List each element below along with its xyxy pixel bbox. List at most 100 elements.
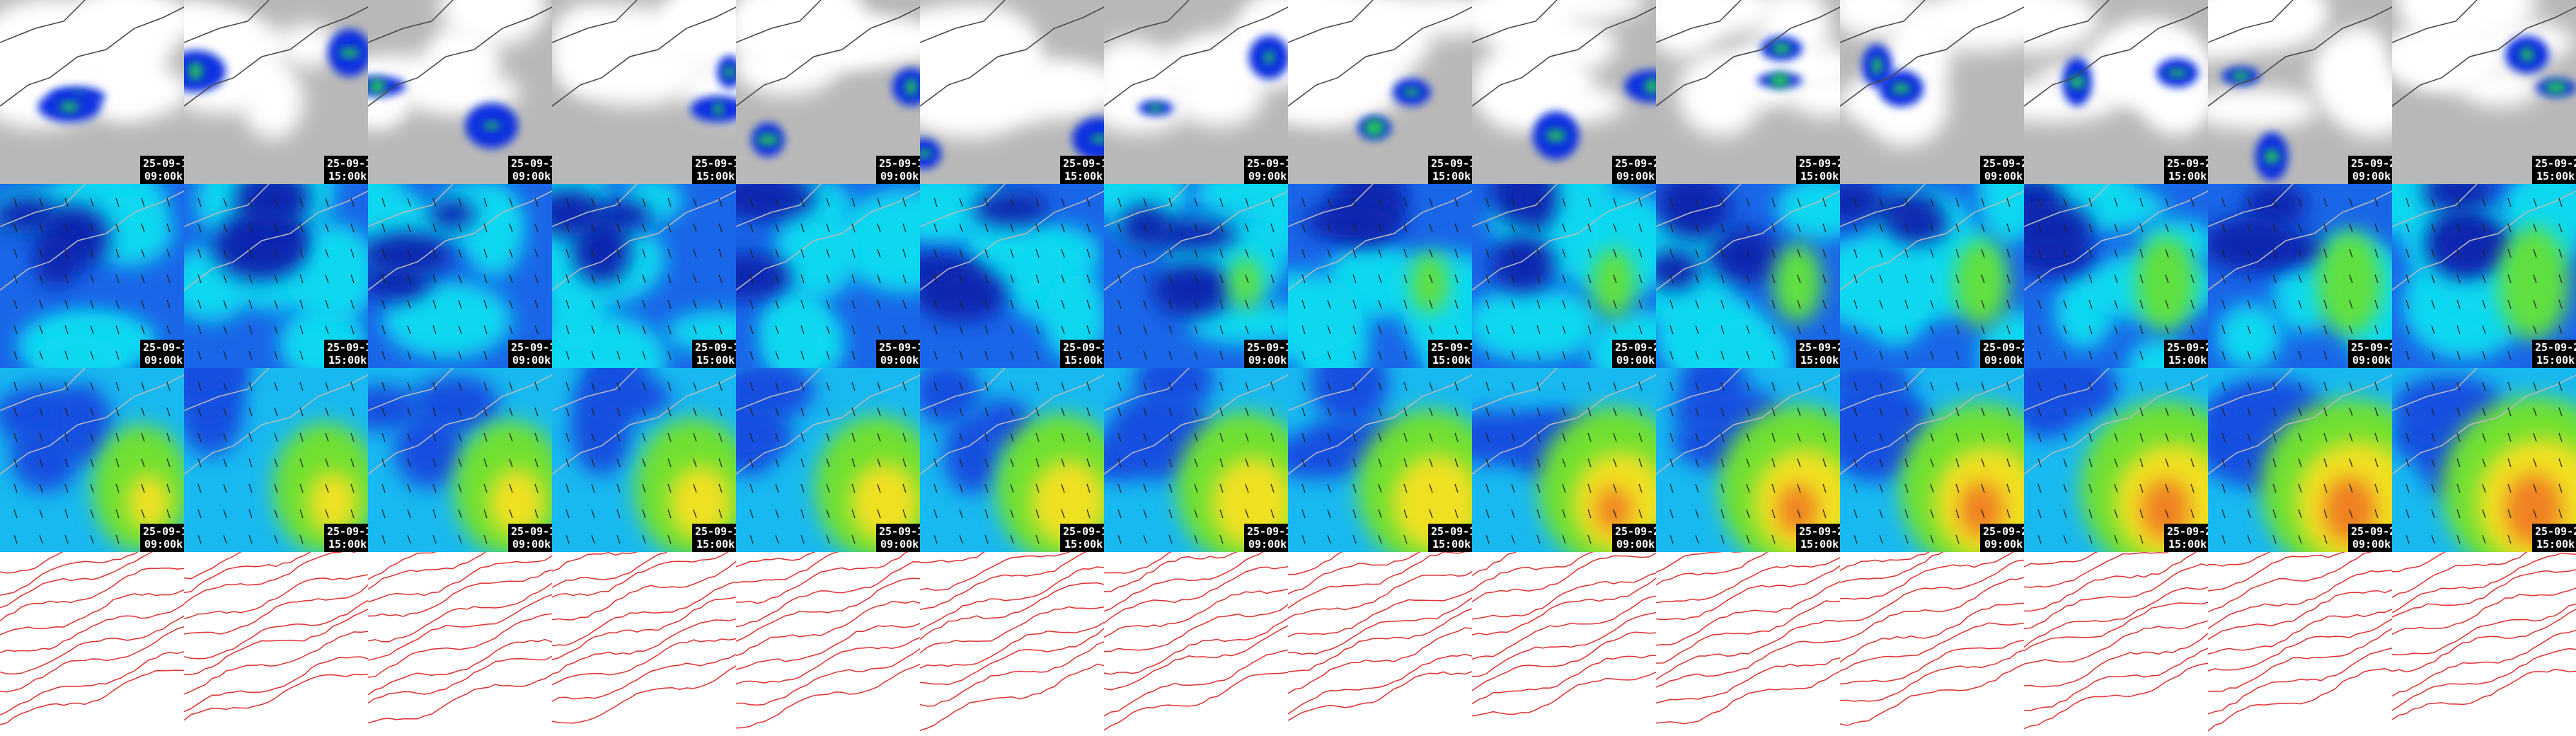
wind-barb xyxy=(959,299,963,309)
wind-barb xyxy=(693,483,697,493)
wind-barb xyxy=(1853,534,1858,544)
cloud-clear xyxy=(812,18,892,67)
cloud-clear xyxy=(2332,71,2392,137)
wind-barb xyxy=(1511,248,1515,258)
wind-barb xyxy=(483,223,488,233)
wind-barb xyxy=(1245,432,1249,442)
wind-barb xyxy=(1771,350,1776,360)
wind-barb xyxy=(248,509,253,519)
wind-barb xyxy=(1746,274,1750,284)
wind-barb xyxy=(1010,325,1014,335)
map-tile: 25-09-209:00k xyxy=(2208,0,2392,184)
wind-barb xyxy=(565,534,570,544)
wind-barb xyxy=(749,458,754,468)
wind-barb xyxy=(1117,534,1122,544)
label-box xyxy=(876,156,920,184)
wind-barb xyxy=(458,248,462,258)
rain xyxy=(1072,117,1104,161)
cloud-clear xyxy=(1840,0,1921,38)
wind-barb xyxy=(2190,432,2195,442)
wind-barb xyxy=(1117,299,1122,309)
isobar xyxy=(368,552,487,590)
wind-barb xyxy=(642,274,646,284)
wind-barb xyxy=(616,197,621,207)
wind-barb xyxy=(432,381,437,391)
wind-barb xyxy=(274,509,278,519)
date-label: 25-09-1 xyxy=(143,341,188,354)
cloud-clear xyxy=(184,1,229,59)
wind-barb xyxy=(381,509,386,519)
rain-core xyxy=(1264,51,1275,64)
wind-barb xyxy=(534,223,539,233)
wind-barb xyxy=(350,248,355,258)
wind-barb xyxy=(274,299,278,309)
wind-barb xyxy=(2482,432,2486,442)
wind-barb xyxy=(2037,274,2042,284)
wind-barb xyxy=(1061,458,1065,468)
wind-barb xyxy=(350,325,355,335)
wind-barb xyxy=(381,274,386,284)
wind-barb xyxy=(1035,534,1040,544)
wind-barb xyxy=(1587,483,1592,493)
wind-barb xyxy=(1168,407,1173,417)
wind-barb xyxy=(13,350,18,360)
wind-barb xyxy=(1010,381,1014,391)
wind-barb xyxy=(1562,483,1566,493)
wind-barb xyxy=(90,407,94,417)
wind-barb xyxy=(1746,483,1750,493)
wind-barb xyxy=(1194,299,1198,309)
wind-barb xyxy=(2247,509,2251,519)
wind-barb xyxy=(2088,509,2093,519)
wind-barb xyxy=(1194,223,1198,233)
wind-barb xyxy=(1352,458,1357,468)
isobar xyxy=(1472,631,1656,691)
map-tile: 25-09-115:00k xyxy=(552,0,736,184)
wind-barb xyxy=(1117,432,1122,442)
wind-barb xyxy=(2405,223,2410,233)
wind-barb xyxy=(2349,325,2353,335)
wind-barb xyxy=(1219,248,1224,258)
wind-barb xyxy=(432,483,437,493)
wind-barb xyxy=(1429,197,1433,207)
wind-barb xyxy=(2558,458,2563,468)
wind-barb xyxy=(1638,509,1643,519)
field xyxy=(1410,252,1449,314)
wind-barb xyxy=(2533,248,2537,258)
wind-barb xyxy=(565,325,570,335)
wind-barb xyxy=(350,274,355,284)
wind-barb xyxy=(2221,509,2226,519)
wind-barb xyxy=(877,299,881,309)
wind-barb xyxy=(115,350,120,360)
wind-barb xyxy=(1695,483,1699,493)
isobar xyxy=(1472,552,1517,577)
wind-barb xyxy=(2272,223,2277,233)
date-label: 25-09-2 xyxy=(1983,341,2028,354)
cloud-clear xyxy=(230,28,294,67)
wind-barb xyxy=(223,509,227,519)
wind-barb xyxy=(483,483,488,493)
wind-barb xyxy=(350,407,355,417)
wind-barb xyxy=(381,483,386,493)
wind-barb xyxy=(749,350,754,360)
wind-barb xyxy=(1695,299,1699,309)
wind-barb xyxy=(1485,197,1490,207)
map-tile: 25-09-109:00k xyxy=(0,368,184,552)
isobar xyxy=(736,663,920,729)
wind-barb xyxy=(1695,274,1699,284)
coastline xyxy=(2392,184,2576,291)
wind-barb xyxy=(2006,432,2011,442)
wind-barb xyxy=(775,248,779,258)
isobar xyxy=(736,600,920,657)
wind-barb xyxy=(115,509,120,519)
coastline xyxy=(184,0,368,107)
wind-barb xyxy=(1904,534,1909,544)
wind-barb xyxy=(1086,432,1091,442)
rain-core xyxy=(1645,78,1656,94)
wind-barb xyxy=(565,274,570,284)
wind-barb xyxy=(1904,432,1909,442)
wind-barb xyxy=(197,509,202,519)
wind-barb xyxy=(2247,458,2251,468)
wind-barb xyxy=(902,458,907,468)
wind-barb xyxy=(1352,432,1357,442)
wind-barb xyxy=(1720,197,1725,207)
